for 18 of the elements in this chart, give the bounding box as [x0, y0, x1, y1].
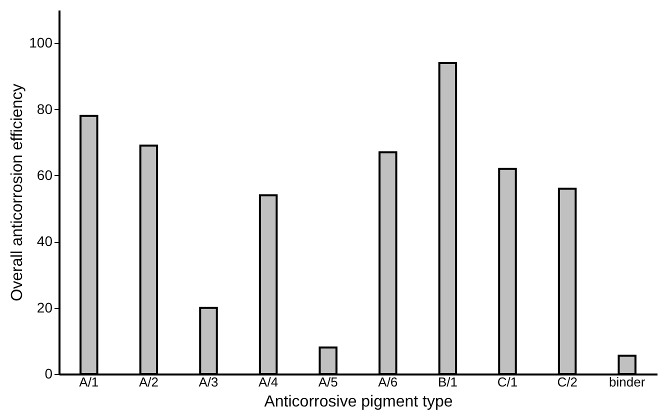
y-tick-label: 60: [36, 166, 53, 183]
y-tick-label: 80: [36, 100, 53, 117]
y-tick-label: 0: [44, 366, 53, 382]
x-tick-label: C/1: [497, 374, 518, 390]
y-tick-label: 40: [36, 233, 53, 250]
x-tick-label: A/3: [198, 374, 218, 390]
x-tick-label: A/4: [258, 374, 278, 390]
y-axis-title: Overall anticorrosion efficiency: [9, 84, 26, 302]
x-tick-label: A/1: [79, 374, 99, 390]
x-tick-label: binder: [609, 374, 646, 390]
x-tick-label: B/1: [438, 374, 458, 390]
x-tick-label: C/2: [557, 374, 578, 390]
y-tick-label: 100: [29, 34, 53, 51]
x-tick-label: A/2: [138, 374, 158, 390]
x-tick-label: A/5: [318, 374, 338, 390]
x-axis-title: Anticorrosive pigment type: [264, 394, 453, 410]
x-tick-label: A/6: [378, 374, 398, 390]
y-tick-label: 20: [36, 299, 53, 316]
